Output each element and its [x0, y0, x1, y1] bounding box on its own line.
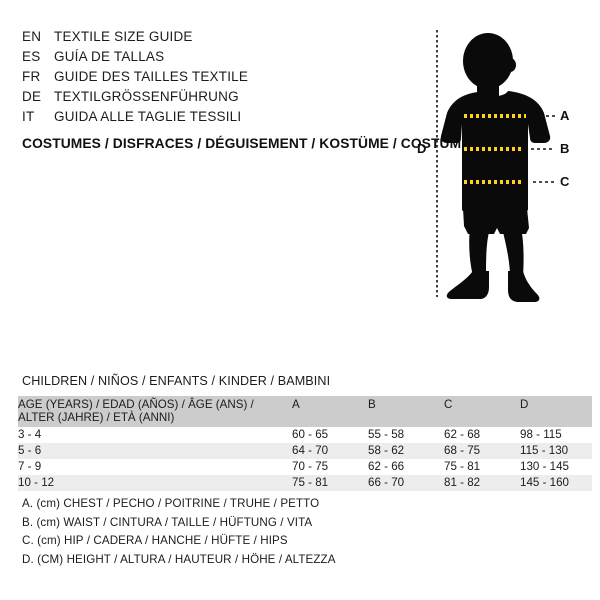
cell-age: 3 - 4	[18, 428, 42, 441]
cell-b: 62 - 66	[368, 460, 405, 473]
table-row: 7 - 9 70 - 75 62 - 66 75 - 81 130 - 145	[18, 459, 592, 475]
silhouette-body	[440, 33, 551, 302]
language-row-en: EN TEXTILE SIZE GUIDE	[22, 29, 402, 49]
measure-label-a: A	[560, 108, 570, 123]
cell-c: 62 - 68	[444, 428, 481, 441]
language-text-de: TEXTILGRÖSSENFÜHRUNG	[54, 89, 239, 104]
cell-age: 7 - 9	[18, 460, 42, 473]
language-code-de: DE	[22, 89, 42, 104]
cell-b: 58 - 62	[368, 444, 405, 457]
table-header-age: AGE (YEARS) / EDAD (AÑOS) / ÂGE (ANS) / …	[18, 396, 288, 427]
language-text-es: GUÍA DE TALLAS	[54, 49, 165, 64]
table-header-c: C	[444, 398, 453, 411]
table-header-b: B	[368, 398, 376, 411]
cell-d: 115 - 130	[520, 444, 569, 457]
cell-a: 70 - 75	[292, 460, 329, 473]
cell-b: 66 - 70	[368, 476, 405, 489]
measurement-legend: A. (cm) CHEST / PECHO / POITRINE / TRUHE…	[22, 495, 442, 569]
cell-d: 130 - 145	[520, 460, 569, 473]
legend-row-a: A. (cm) CHEST / PECHO / POITRINE / TRUHE…	[22, 497, 320, 510]
table-row: 3 - 4 60 - 65 55 - 58 62 - 68 98 - 115	[18, 427, 592, 443]
language-code-es: ES	[22, 49, 41, 64]
cell-d: 145 - 160	[520, 476, 569, 489]
language-code-en: EN	[22, 29, 42, 44]
cell-c: 75 - 81	[444, 460, 481, 473]
child-silhouette-icon	[436, 30, 555, 302]
cell-a: 60 - 65	[292, 428, 329, 441]
category-subtitle: COSTUMES / DISFRACES / DÉGUISEMENT / KOS…	[22, 136, 466, 151]
language-text-fr: GUIDE DES TAILLES TEXTILE	[54, 69, 249, 84]
table-header-a: A	[292, 398, 300, 411]
language-row-it: IT GUIDA ALLE TAGLIE TESSILI	[22, 109, 402, 129]
measure-label-c: C	[560, 174, 570, 189]
cell-a: 64 - 70	[292, 444, 329, 457]
table-section-title: CHILDREN / NIÑOS / ENFANTS / KINDER / BA…	[22, 374, 331, 388]
cell-d: 98 - 115	[520, 428, 562, 441]
measure-label-d: D	[417, 141, 427, 156]
table-row: 10 - 12 75 - 81 66 - 70 81 - 82 145 - 16…	[18, 475, 592, 491]
measurement-figure: A B C D	[400, 28, 600, 308]
language-row-es: ES GUÍA DE TALLAS	[22, 49, 402, 69]
table-header-d: D	[520, 398, 529, 411]
language-row-fr: FR GUIDE DES TAILLES TEXTILE	[22, 69, 402, 89]
table-header-age-line1: AGE (YEARS) / EDAD (AÑOS) / ÂGE (ANS) /	[18, 398, 254, 411]
language-text-en: TEXTILE SIZE GUIDE	[54, 29, 193, 44]
size-chart-table: AGE (YEARS) / EDAD (AÑOS) / ÂGE (ANS) / …	[18, 396, 592, 491]
language-title-block: EN TEXTILE SIZE GUIDE ES GUÍA DE TALLAS …	[22, 29, 402, 129]
cell-c: 68 - 75	[444, 444, 481, 457]
measure-label-b: B	[560, 141, 570, 156]
table-header-row: AGE (YEARS) / EDAD (AÑOS) / ÂGE (ANS) / …	[18, 396, 592, 427]
table-header-age-line2: ALTER (JAHRE) / ETÀ (ANNI)	[18, 410, 175, 424]
cell-b: 55 - 58	[368, 428, 405, 441]
legend-row-b: B. (cm) WAIST / CINTURA / TAILLE / HÜFTU…	[22, 515, 313, 529]
cell-age: 5 - 6	[18, 444, 42, 457]
language-row-de: DE TEXTILGRÖSSENFÜHRUNG	[22, 89, 402, 109]
cell-age: 10 - 12	[18, 476, 55, 489]
legend-row-c: C. (cm) HIP / CADERA / HANCHE / HÜFTE / …	[22, 534, 288, 547]
language-text-it: GUIDA ALLE TAGLIE TESSILI	[54, 109, 242, 124]
legend-row-d: D. (CM) HEIGHT / ALTURA / HAUTEUR / HÖHE…	[22, 552, 336, 566]
cell-a: 75 - 81	[292, 476, 329, 489]
cell-c: 81 - 82	[444, 476, 481, 489]
table-row: 5 - 6 64 - 70 58 - 62 68 - 75 115 - 130	[18, 443, 592, 459]
language-code-it: IT	[22, 109, 35, 124]
language-code-fr: FR	[22, 69, 41, 84]
